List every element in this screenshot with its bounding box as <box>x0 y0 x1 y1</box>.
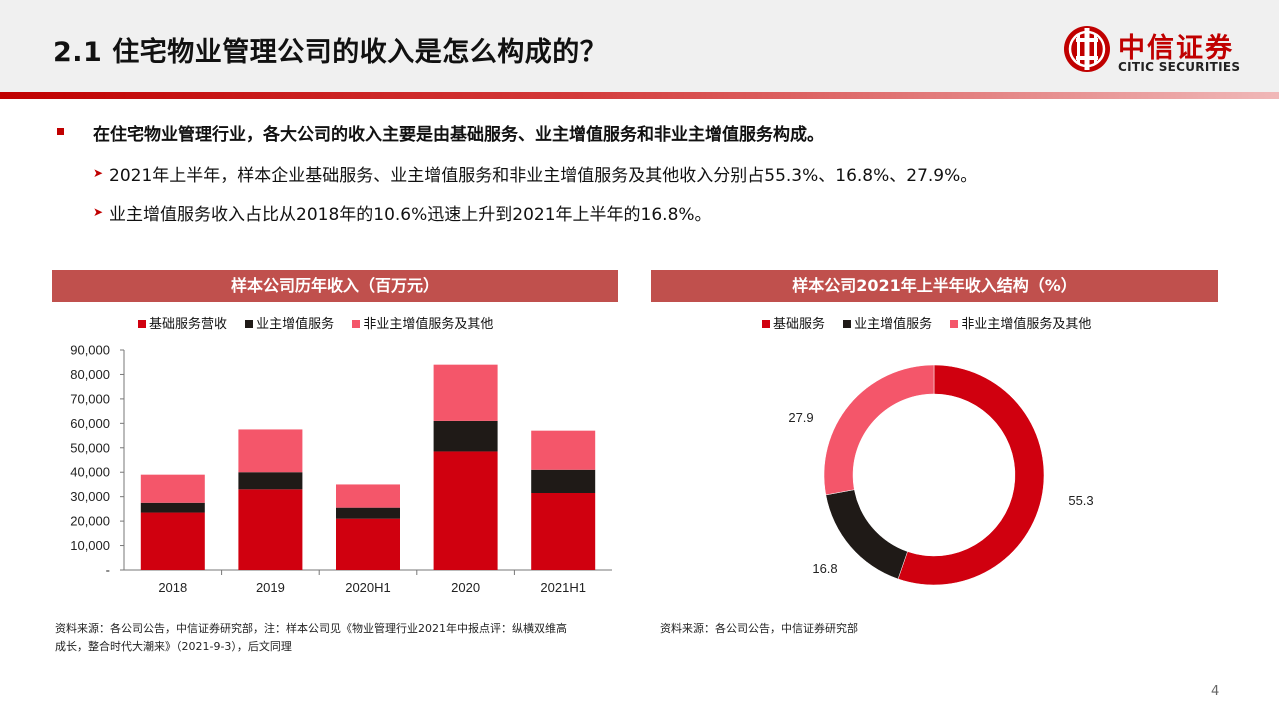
legend-item-basic: 基础服务营收 <box>138 313 227 332</box>
donut-value-label: 27.9 <box>788 410 813 425</box>
bar-segment-basic <box>531 493 596 570</box>
legend-swatch <box>950 319 959 328</box>
legend-item-nonowner: 非业主增值服务及其他 <box>950 313 1091 332</box>
citic-logo: 中信证券 CITIC SECURITIES <box>1062 24 1252 80</box>
donut-chart-title: 样本公司2021年上半年收入结构（%） <box>651 270 1218 302</box>
y-tick-label: 90,000 <box>70 343 110 358</box>
bar-chart-legend: 基础服务营收 业主增值服务 非业主增值服务及其他 <box>138 313 507 332</box>
x-tick-label: 2018 <box>158 580 187 595</box>
legend-item-owner: 业主增值服务 <box>843 313 932 332</box>
legend-label: 非业主增值服务及其他 <box>363 317 494 332</box>
legend-swatch <box>762 319 770 328</box>
bar-segment-owner <box>140 502 205 513</box>
bar-segment-nonowner <box>140 474 205 503</box>
y-tick-label: 40,000 <box>70 465 110 480</box>
legend-item-basic: 基础服务 <box>762 313 825 332</box>
header-divider <box>0 92 1279 99</box>
bar-segment-owner <box>433 420 498 452</box>
donut-chart: 55.3 16.8 27.9 <box>788 364 1094 586</box>
y-tick-label: 20,000 <box>70 514 110 529</box>
legend-label: 基础服务营收 <box>149 317 228 332</box>
donut-slice-nonowner <box>823 364 935 496</box>
legend-item-owner: 业主增值服务 <box>245 313 334 332</box>
main-bullet-text: 在住宅物业管理行业，各大公司的收入主要是由基础服务、业主增值服务和非业主增值服务… <box>93 125 824 145</box>
legend-swatch <box>138 319 146 328</box>
legend-label: 业主增值服务 <box>256 317 335 332</box>
sub-bullet-1-text: 2021年上半年，样本企业基础服务、业主增值服务和非业主增值服务及其他收入分别占… <box>109 166 978 186</box>
bar-segment-nonowner <box>433 364 498 421</box>
left-source-note: 资料来源：各公司公告，中信证券研究部，注：样本公司见《物业管理行业2021年中报… <box>55 620 625 656</box>
y-tick-label: - <box>106 563 110 578</box>
square-bullet-icon <box>57 128 64 135</box>
logo-english-text: CITIC SECURITIES <box>1118 60 1241 74</box>
y-tick-label: 50,000 <box>70 440 110 455</box>
bar-segment-basic <box>238 489 303 570</box>
bar-segment-basic <box>140 512 205 570</box>
right-source-note: 资料来源：各公司公告，中信证券研究部 <box>660 622 858 635</box>
bar-segment-owner <box>531 469 596 493</box>
donut-chart-legend: 基础服务 业主增值服务 非业主增值服务及其他 <box>762 313 1105 332</box>
citic-logo-icon <box>1064 26 1110 72</box>
x-tick-label: 2020H1 <box>345 580 391 595</box>
legend-label: 基础服务 <box>773 317 826 332</box>
x-tick-label: 2021H1 <box>540 580 586 595</box>
logo-chinese-text: 中信证券 <box>1118 33 1234 64</box>
y-tick-label: 60,000 <box>70 416 110 431</box>
x-tick-label: 2019 <box>256 580 285 595</box>
bar-segment-nonowner <box>238 429 303 473</box>
donut-value-label: 16.8 <box>812 561 837 576</box>
bar-chart-title: 样本公司历年收入（百万元） <box>52 270 618 302</box>
legend-item-nonowner: 非业主增值服务及其他 <box>352 313 493 332</box>
legend-label: 非业主增值服务及其他 <box>961 317 1092 332</box>
arrow-bullet-icon: ➤ <box>93 205 104 219</box>
sub-bullet-2-text: 业主增值服务收入占比从2018年的10.6%迅速上升到2021年上半年的16.8… <box>109 205 712 225</box>
donut-value-label: 55.3 <box>1068 493 1093 508</box>
bar-segment-basic <box>336 518 400 570</box>
donut-slice-basic <box>897 364 1045 586</box>
arrow-bullet-icon: ➤ <box>93 166 104 180</box>
legend-label: 业主增值服务 <box>854 317 933 332</box>
left-source-line-2: 成长，整合时代大潮来》（2021-9-3），后文同理 <box>55 640 292 653</box>
bar-segment-owner <box>336 507 400 519</box>
stacked-bar-chart: - 10,000 20,000 30,000 40,000 50,000 60,000 70,… <box>70 343 612 595</box>
legend-swatch <box>352 319 361 328</box>
header-bar: 2.1 住宅物业管理公司的收入是怎么构成的？ 中信证券 CITIC SECURI… <box>0 0 1279 92</box>
x-tick-label: 2020 <box>451 580 480 595</box>
donut-slice-owner <box>825 489 908 580</box>
page-title: 2.1 住宅物业管理公司的收入是怎么构成的？ <box>53 37 608 68</box>
legend-swatch <box>843 319 852 328</box>
left-source-line-1: 资料来源：各公司公告，中信证券研究部，注：样本公司见《物业管理行业2021年中报… <box>55 622 567 635</box>
y-tick-label: 70,000 <box>70 391 110 406</box>
page-number: 4 <box>1211 684 1220 699</box>
bar-segment-basic <box>433 451 498 570</box>
bar-segment-nonowner <box>336 484 400 508</box>
legend-swatch <box>245 319 254 328</box>
y-tick-label: 80,000 <box>70 367 110 382</box>
y-tick-label: 10,000 <box>70 538 110 553</box>
y-tick-label: 30,000 <box>70 489 110 504</box>
bar-segment-owner <box>238 472 303 490</box>
bar-segment-nonowner <box>531 430 596 470</box>
